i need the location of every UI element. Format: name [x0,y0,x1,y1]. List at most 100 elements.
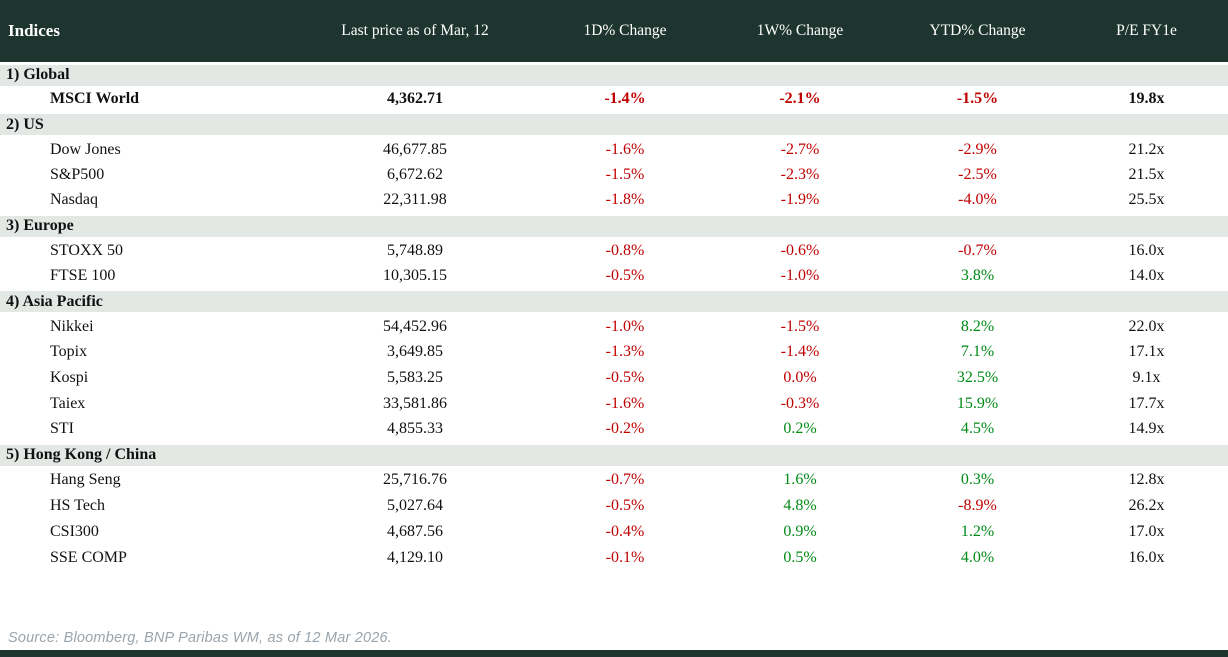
index-row: FTSE 100 10,305.15 -0.5% -1.0% 3.8% 14.0x [0,263,1228,290]
change-1d: -1.6% [605,395,645,412]
change-1w: -1.4% [780,343,820,360]
index-row: STI 4,855.33 -0.2% 0.2% 4.5% 14.9x [0,417,1228,443]
change-1d: -0.7% [605,471,645,488]
change-ytd: 7.1% [960,343,995,360]
section-label: 5) Hong Kong / China [0,441,1228,468]
change-ytd: -2.9% [958,140,997,158]
index-row: Nasdaq 22,311.98 -1.8% -1.9% -4.0% 25.5x [0,188,1228,214]
index-name: STI [50,420,74,438]
change-1w: 0.2% [783,420,817,438]
pe-ratio: 21.5x [1128,166,1165,183]
section-row: 2) US [0,111,1228,137]
index-row: SSE COMP 4,129.10 -0.1% 0.5% 4.0% 16.0x [0,544,1228,571]
pe-ratio: 17.1x [1128,343,1165,360]
last-price: 4,362.71 [387,90,443,108]
section-row: 3) Europe [0,212,1228,239]
pe-ratio: 17.0x [1128,522,1165,540]
last-price: 25,716.76 [383,471,447,488]
pe-ratio: 14.9x [1128,420,1165,438]
section-label: 3) Europe [0,212,1228,239]
indices-table: Indices Last price as of Mar, 12 1D% Cha… [0,0,1228,571]
change-ytd: -4.0% [958,191,997,209]
change-1d: -0.1% [605,548,645,566]
indices-table-body: 1) Global MSCI World 4,362.71 -1.4% -2.1% -1.… [0,61,1228,571]
index-row: Hang Seng 25,716.76 -0.7% 1.6% 0.3% 12.8x [0,466,1228,493]
column-header-pe: P/E FY1e [1116,21,1177,39]
last-price: 46,677.85 [383,140,447,158]
pe-ratio: 22.0x [1128,317,1165,335]
change-ytd: 4.0% [960,548,995,566]
last-price: 4,129.10 [387,548,443,566]
section-row: 4) Asia Pacific [0,288,1228,314]
change-ytd: -8.9% [958,496,997,514]
section-label: 4) Asia Pacific [0,288,1228,314]
index-name: STOXX 50 [50,242,124,259]
index-name: HS Tech [50,496,106,514]
section-row: 5) Hong Kong / China [0,441,1228,468]
index-row: CSI300 4,687.56 -0.4% 0.9% 1.2% 17.0x [0,518,1228,545]
change-1d: -1.6% [605,140,645,158]
pe-ratio: 14.0x [1128,266,1165,284]
last-price: 6,672.62 [387,166,443,183]
index-row: Taiex 33,581.86 -1.6% -0.3% 15.9% 17.7x [0,391,1228,417]
change-1w: 1.6% [783,471,817,488]
change-1d: -0.4% [605,522,645,540]
change-1w: -2.1% [779,90,821,108]
change-1d: -1.0% [605,317,645,335]
index-row: STOXX 50 5,748.89 -0.8% -0.6% -0.7% 16.0x [0,237,1228,264]
change-ytd: -2.5% [958,166,997,183]
last-price: 3,649.85 [387,343,443,360]
column-header-last-price: Last price as of Mar, 12 [341,21,489,39]
change-1w: 4.8% [783,496,817,514]
change-1d: -1.3% [605,343,645,360]
index-row: Topix 3,649.85 -1.3% -1.4% 7.1% 17.1x [0,339,1228,365]
section-label: 1) Global [0,61,1228,88]
change-1w: 0.9% [783,522,817,540]
table-header: Indices Last price as of Mar, 12 1D% Cha… [0,0,1228,63]
index-row: S&P500 6,672.62 -1.5% -2.3% -2.5% 21.5x [0,162,1228,188]
index-name: Nasdaq [50,191,98,209]
pe-ratio: 26.2x [1128,496,1165,514]
column-header-indices: Indices [8,20,60,40]
index-name: Hang Seng [50,471,121,488]
index-row: Dow Jones 46,677.85 -1.6% -2.7% -2.9% 21.2x [0,136,1228,162]
index-name: MSCI World [50,90,140,108]
section-row: 1) Global [0,61,1228,88]
last-price: 10,305.15 [383,266,447,284]
change-1w: -2.7% [780,140,820,158]
index-name: Topix [50,343,88,360]
change-1d: -0.5% [605,496,645,514]
pe-ratio: 19.8x [1128,90,1165,108]
index-name: SSE COMP [50,548,127,566]
index-row: HS Tech 5,027.64 -0.5% 4.8% -8.9% 26.2x [0,492,1228,519]
last-price: 4,687.56 [387,522,443,540]
change-ytd: 32.5% [956,369,999,386]
last-price: 5,583.25 [387,369,443,386]
change-ytd: 1.2% [960,522,995,540]
index-name: Dow Jones [50,140,121,158]
pe-ratio: 25.5x [1128,191,1165,209]
pe-ratio: 16.0x [1128,242,1165,259]
pe-ratio: 16.0x [1128,548,1165,566]
change-ytd: 4.5% [960,420,995,438]
pe-ratio: 9.1x [1132,369,1161,386]
change-1w: -0.6% [780,242,820,259]
change-1w: -1.0% [780,266,820,284]
change-1d: -0.5% [605,369,645,386]
change-1w: 0.0% [783,369,817,386]
change-1w: -2.3% [780,166,820,183]
change-1d: -1.8% [605,191,645,209]
last-price: 5,027.64 [387,496,443,514]
last-price: 4,855.33 [387,420,443,438]
bottom-accent-bar [0,650,1228,657]
change-1d: -0.5% [605,266,645,284]
index-name: Taiex [50,395,86,412]
index-name: CSI300 [50,522,99,540]
change-ytd: 15.9% [956,395,999,412]
index-name: Kospi [50,369,89,386]
change-1w: -1.5% [780,317,820,335]
pe-ratio: 21.2x [1128,140,1165,158]
section-label: 2) US [0,111,1228,137]
last-price: 22,311.98 [383,191,447,209]
change-1d: -1.4% [604,90,646,108]
